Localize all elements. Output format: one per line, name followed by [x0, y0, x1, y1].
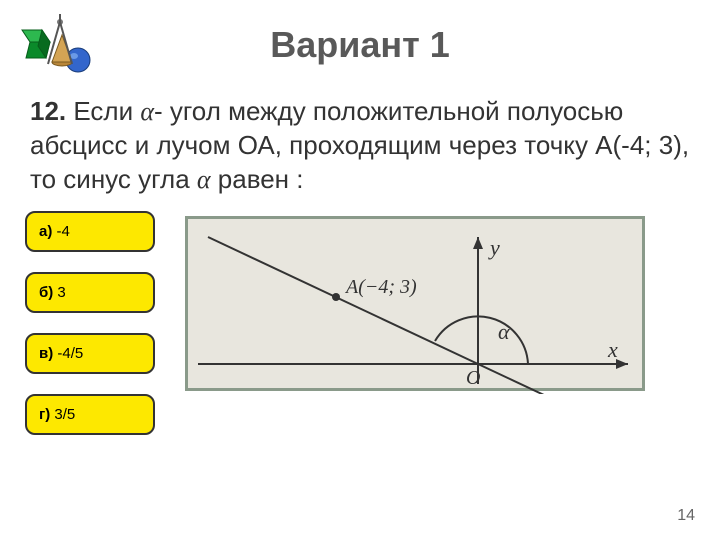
y-axis-label: y — [488, 235, 500, 260]
header: Вариант 1 — [0, 0, 720, 80]
diagram-container: A(−4; 3) y x O α — [185, 216, 695, 391]
option-label: г) — [39, 406, 50, 423]
option-label: а) — [39, 223, 52, 240]
x-axis-label: x — [607, 337, 618, 362]
problem-statement: 12. Если α- угол между положительной пол… — [0, 80, 720, 206]
option-a-button[interactable]: а) -4 — [25, 211, 155, 252]
point-label: A(−4; 3) — [344, 276, 417, 298]
option-b-button[interactable]: б) 3 — [25, 272, 155, 313]
coordinate-diagram: A(−4; 3) y x O α — [185, 216, 645, 391]
alpha-symbol: α — [140, 97, 154, 126]
origin-label: O — [466, 367, 480, 389]
page-title: Вариант 1 — [100, 24, 700, 66]
option-g-button[interactable]: г) 3/5 — [25, 394, 155, 435]
geometry-shapes-icon — [20, 10, 100, 80]
option-value: -4/5 — [53, 345, 83, 362]
alpha-symbol: α — [197, 165, 211, 194]
option-label: в) — [39, 345, 53, 362]
content-row: а) -4 б) 3 в) -4/5 г) 3/5 A(−4; 3) y x — [0, 206, 720, 435]
option-value: 3/5 — [50, 406, 75, 423]
problem-number: 12. — [30, 96, 66, 126]
page-number: 14 — [677, 507, 695, 525]
options-column: а) -4 б) 3 в) -4/5 г) 3/5 — [25, 211, 155, 435]
option-label: б) — [39, 284, 53, 301]
option-value: -4 — [52, 223, 70, 240]
option-value: 3 — [53, 284, 66, 301]
option-v-button[interactable]: в) -4/5 — [25, 333, 155, 374]
angle-label: α — [498, 319, 510, 344]
